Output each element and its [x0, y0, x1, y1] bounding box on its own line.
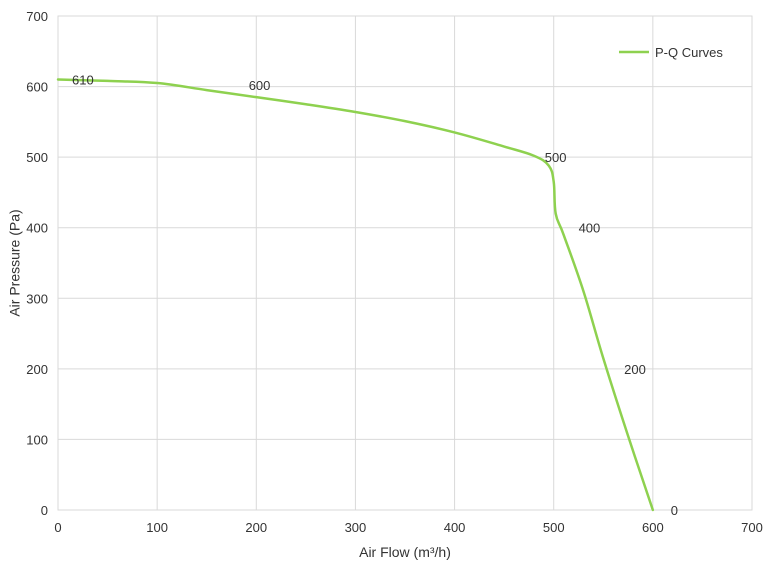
- plot-area-border: [57, 15, 753, 511]
- y-tick-label: 0: [41, 503, 48, 518]
- x-tick-label: 0: [54, 520, 61, 535]
- data-label: 600: [249, 78, 271, 93]
- x-tick-label: 100: [146, 520, 168, 535]
- data-labels-layer: 610 600 500 400 200 0: [72, 73, 678, 518]
- x-tick-label: 500: [543, 520, 565, 535]
- y-tick-label: 400: [26, 221, 48, 236]
- x-tick-label: 300: [345, 520, 367, 535]
- x-tick-label: 200: [245, 520, 267, 535]
- grid-lines: [57, 15, 753, 511]
- y-tick-label: 300: [26, 291, 48, 306]
- y-axis-ticks: 0 100 200 300 400 500 600 700: [26, 9, 48, 518]
- y-axis-title: Air Pressure (Pa): [7, 209, 23, 316]
- legend: P-Q Curves: [619, 45, 723, 60]
- legend-label-pq-curves: P-Q Curves: [655, 45, 723, 60]
- data-label: 0: [671, 503, 678, 518]
- y-tick-label: 100: [26, 432, 48, 447]
- y-tick-label: 700: [26, 9, 48, 24]
- x-tick-label: 700: [741, 520, 763, 535]
- data-label: 610: [72, 73, 94, 88]
- x-axis-title: Air Flow (m³/h): [359, 544, 451, 560]
- x-tick-label: 400: [444, 520, 466, 535]
- series-layer: [56, 78, 655, 512]
- x-tick-label: 600: [642, 520, 664, 535]
- data-label: 200: [624, 362, 646, 377]
- data-label: 500: [545, 150, 567, 165]
- series-line-pq-curves: [56, 78, 655, 512]
- data-label: 400: [579, 221, 601, 236]
- x-axis-ticks: 0 100 200 300 400 500 600 700: [54, 520, 762, 535]
- y-tick-label: 200: [26, 362, 48, 377]
- y-tick-label: 600: [26, 80, 48, 95]
- y-tick-label: 500: [26, 150, 48, 165]
